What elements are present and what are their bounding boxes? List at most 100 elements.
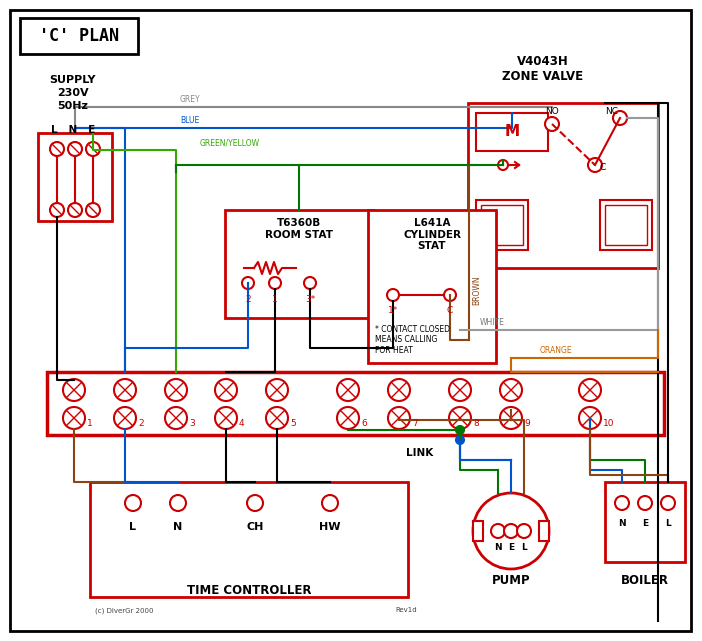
Circle shape <box>500 379 522 401</box>
FancyBboxPatch shape <box>90 482 408 597</box>
Circle shape <box>498 160 508 170</box>
Text: 'C' PLAN: 'C' PLAN <box>39 27 119 45</box>
Text: 3: 3 <box>189 419 194 428</box>
Circle shape <box>449 379 471 401</box>
Text: 7: 7 <box>412 419 418 428</box>
Text: * CONTACT CLOSED
MEANS CALLING
FOR HEAT: * CONTACT CLOSED MEANS CALLING FOR HEAT <box>375 325 450 355</box>
Circle shape <box>68 142 82 156</box>
Circle shape <box>337 407 359 429</box>
Text: N: N <box>173 522 183 532</box>
Circle shape <box>50 203 64 217</box>
Circle shape <box>579 379 601 401</box>
Text: WHITE: WHITE <box>480 318 505 327</box>
FancyBboxPatch shape <box>605 482 685 562</box>
Text: M: M <box>505 124 519 140</box>
Text: LINK: LINK <box>406 448 434 458</box>
Text: C: C <box>600 163 606 172</box>
FancyBboxPatch shape <box>368 210 496 363</box>
Circle shape <box>63 379 85 401</box>
Circle shape <box>170 495 186 511</box>
Text: 5: 5 <box>290 419 296 428</box>
Circle shape <box>165 407 187 429</box>
Text: GREEN/YELLOW: GREEN/YELLOW <box>200 139 260 148</box>
FancyBboxPatch shape <box>468 103 658 268</box>
Circle shape <box>504 524 518 538</box>
Text: NC: NC <box>606 108 618 117</box>
Circle shape <box>615 496 629 510</box>
Circle shape <box>588 158 602 172</box>
Text: SUPPLY
230V
50Hz: SUPPLY 230V 50Hz <box>50 75 96 112</box>
Text: 1: 1 <box>272 295 278 304</box>
Circle shape <box>491 524 505 538</box>
Text: V4043H
ZONE VALVE: V4043H ZONE VALVE <box>503 55 583 83</box>
Circle shape <box>456 426 464 434</box>
FancyBboxPatch shape <box>481 205 523 245</box>
Circle shape <box>68 203 82 217</box>
Circle shape <box>638 496 652 510</box>
Text: N: N <box>494 543 502 552</box>
Text: (c) DiverGr 2000: (c) DiverGr 2000 <box>95 607 154 613</box>
Circle shape <box>579 407 601 429</box>
Text: T6360B
ROOM STAT: T6360B ROOM STAT <box>265 218 333 240</box>
Text: Rev1d: Rev1d <box>395 607 416 613</box>
Text: 10: 10 <box>603 419 614 428</box>
Circle shape <box>613 111 627 125</box>
Circle shape <box>545 117 559 131</box>
Circle shape <box>86 203 100 217</box>
Circle shape <box>517 524 531 538</box>
Circle shape <box>63 407 85 429</box>
Circle shape <box>215 407 237 429</box>
FancyBboxPatch shape <box>600 200 652 250</box>
Text: HW: HW <box>319 522 340 532</box>
Text: BROWN: BROWN <box>472 275 481 305</box>
FancyBboxPatch shape <box>605 205 647 245</box>
Text: 2: 2 <box>245 295 251 304</box>
Text: L: L <box>129 522 136 532</box>
Circle shape <box>387 289 399 301</box>
Circle shape <box>125 495 141 511</box>
Circle shape <box>449 407 471 429</box>
Text: E: E <box>642 519 648 528</box>
Circle shape <box>388 379 410 401</box>
Text: NO: NO <box>545 108 559 117</box>
Text: 1: 1 <box>87 419 93 428</box>
Text: BLUE: BLUE <box>180 116 199 125</box>
Circle shape <box>266 407 288 429</box>
FancyBboxPatch shape <box>476 200 528 250</box>
Circle shape <box>388 407 410 429</box>
Text: L: L <box>521 543 527 552</box>
Circle shape <box>473 493 549 569</box>
Text: PUMP: PUMP <box>491 574 530 587</box>
Text: 6: 6 <box>361 419 366 428</box>
Circle shape <box>304 277 316 289</box>
FancyBboxPatch shape <box>20 18 138 54</box>
Text: BOILER: BOILER <box>621 574 669 587</box>
Text: L   N   E: L N E <box>51 125 95 135</box>
Text: L: L <box>665 519 671 528</box>
FancyBboxPatch shape <box>476 113 548 151</box>
Circle shape <box>661 496 675 510</box>
Circle shape <box>215 379 237 401</box>
Text: 9: 9 <box>524 419 530 428</box>
FancyBboxPatch shape <box>225 210 373 318</box>
Text: C: C <box>447 306 453 315</box>
Circle shape <box>242 277 254 289</box>
Text: ORANGE: ORANGE <box>540 346 573 355</box>
Text: 2: 2 <box>138 419 144 428</box>
Text: 4: 4 <box>239 419 244 428</box>
Text: 1*: 1* <box>388 306 398 315</box>
FancyBboxPatch shape <box>10 10 691 631</box>
Text: 8: 8 <box>473 419 479 428</box>
Circle shape <box>86 142 100 156</box>
FancyBboxPatch shape <box>47 372 664 435</box>
Circle shape <box>444 289 456 301</box>
Circle shape <box>500 407 522 429</box>
Circle shape <box>165 379 187 401</box>
Circle shape <box>247 495 263 511</box>
Circle shape <box>456 436 464 444</box>
Text: GREY: GREY <box>180 95 201 104</box>
Text: N: N <box>618 519 625 528</box>
FancyBboxPatch shape <box>38 133 112 221</box>
Circle shape <box>114 379 136 401</box>
Text: 3*: 3* <box>305 295 315 304</box>
